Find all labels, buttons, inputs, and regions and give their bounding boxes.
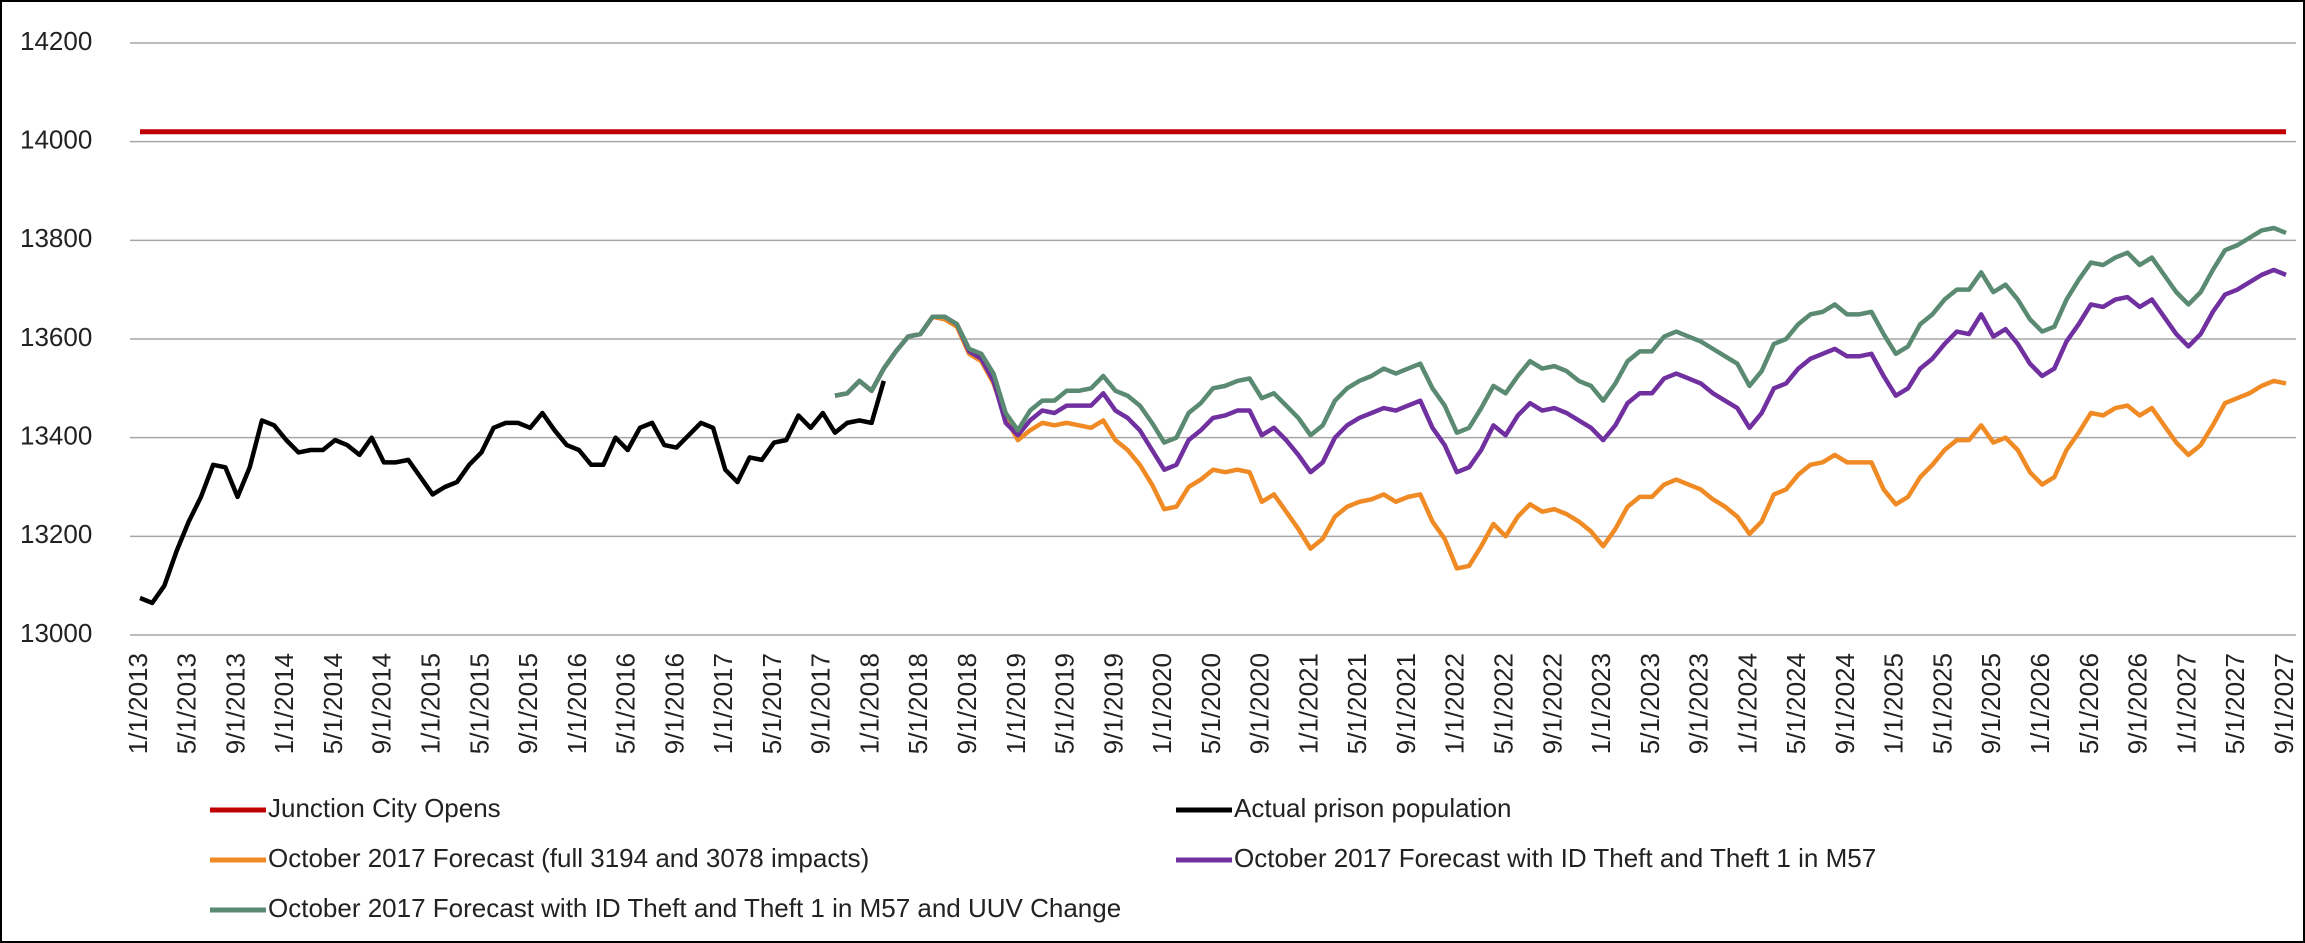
- legend: Junction City Opens Actual prison populat…: [210, 793, 1876, 923]
- legend-label: October 2017 Forecast (full 3194 and 307…: [268, 843, 869, 873]
- x-tick-label: 9/1/2026: [2123, 653, 2153, 754]
- legend-label: October 2017 Forecast with ID Theft and …: [268, 893, 1121, 923]
- x-tick-label: 1/1/2021: [1293, 653, 1323, 754]
- x-tick-label: 1/1/2024: [1732, 653, 1762, 754]
- y-tick-label: 13600: [20, 322, 92, 352]
- x-tick-label: 1/1/2023: [1586, 653, 1616, 754]
- x-tick-label: 9/1/2020: [1245, 653, 1275, 754]
- x-tick-label: 5/1/2026: [2074, 653, 2104, 754]
- x-tick-label: 5/1/2013: [172, 653, 202, 754]
- x-tick-label: 9/1/2014: [367, 653, 397, 754]
- axis-labels: 13000 13200 13400 13600 13800 14000 14200 1/1/2…: [20, 26, 2299, 754]
- x-tick-label: 5/1/2017: [757, 653, 787, 754]
- x-tick-label: 5/1/2018: [903, 653, 933, 754]
- x-tick-label: 5/1/2015: [464, 653, 494, 754]
- x-tick-label: 1/1/2020: [1147, 653, 1177, 754]
- x-tick-label: 9/1/2016: [659, 653, 689, 754]
- series-line: [834, 225, 2287, 445]
- y-tick-label: 14000: [20, 125, 92, 155]
- x-tick-label: 9/1/2024: [1830, 653, 1860, 754]
- x-tick-label: 9/1/2018: [952, 653, 982, 754]
- x-tick-label: 9/1/2017: [806, 653, 836, 754]
- y-tick-label: 13400: [20, 421, 92, 451]
- x-tick-label: 5/1/2020: [1196, 653, 1226, 754]
- x-tick-label: 1/1/2015: [416, 653, 446, 754]
- legend-label: October 2017 Forecast with ID Theft and …: [1234, 843, 1876, 873]
- x-tick-label: 1/1/2019: [1001, 653, 1031, 754]
- x-tick-label: 9/1/2013: [220, 653, 250, 754]
- legend-label: Actual prison population: [1234, 793, 1512, 823]
- x-tick-label: 5/1/2014: [318, 653, 348, 754]
- x-tick-label: 9/1/2023: [1684, 653, 1714, 754]
- x-tick-label: 9/1/2025: [1976, 653, 2006, 754]
- y-tick-label: 14200: [20, 26, 92, 56]
- legend-label: Junction City Opens: [268, 793, 501, 823]
- x-tick-label: 1/1/2014: [269, 653, 299, 754]
- x-tick-label: 9/1/2021: [1391, 653, 1421, 754]
- series-line: [834, 267, 2287, 475]
- series-line: [139, 380, 886, 606]
- x-tick-label: 9/1/2022: [1537, 653, 1567, 754]
- series-line: [834, 314, 2287, 571]
- x-tick-label: 1/1/2022: [1440, 653, 1470, 754]
- x-tick-label: 1/1/2026: [2025, 653, 2055, 754]
- y-tick-label: 13800: [20, 223, 92, 253]
- x-tick-label: 5/1/2022: [1489, 653, 1519, 754]
- x-tick-label: 1/1/2016: [562, 653, 592, 754]
- x-tick-label: 5/1/2016: [611, 653, 641, 754]
- x-tick-label: 1/1/2013: [123, 653, 153, 754]
- y-tick-label: 13200: [20, 519, 92, 549]
- x-tick-label: 1/1/2027: [2171, 653, 2201, 754]
- x-tick-label: 1/1/2017: [708, 653, 738, 754]
- x-tick-label: 1/1/2025: [1879, 653, 1909, 754]
- x-tick-label: 5/1/2023: [1635, 653, 1665, 754]
- x-tick-label: 9/1/2015: [513, 653, 543, 754]
- x-tick-label: 5/1/2024: [1781, 653, 1811, 754]
- x-tick-label: 5/1/2025: [1927, 653, 1957, 754]
- x-tick-label: 5/1/2027: [2220, 653, 2250, 754]
- x-tick-label: 5/1/2019: [1050, 653, 1080, 754]
- x-tick-label: 9/1/2019: [1098, 653, 1128, 754]
- grid: [130, 42, 2296, 636]
- x-tick-label: 1/1/2018: [854, 653, 884, 754]
- x-tick-label: 9/1/2027: [2269, 653, 2299, 754]
- y-tick-label: 13000: [20, 618, 92, 648]
- x-tick-label: 5/1/2021: [1342, 653, 1372, 754]
- plot-lines: [139, 129, 2287, 606]
